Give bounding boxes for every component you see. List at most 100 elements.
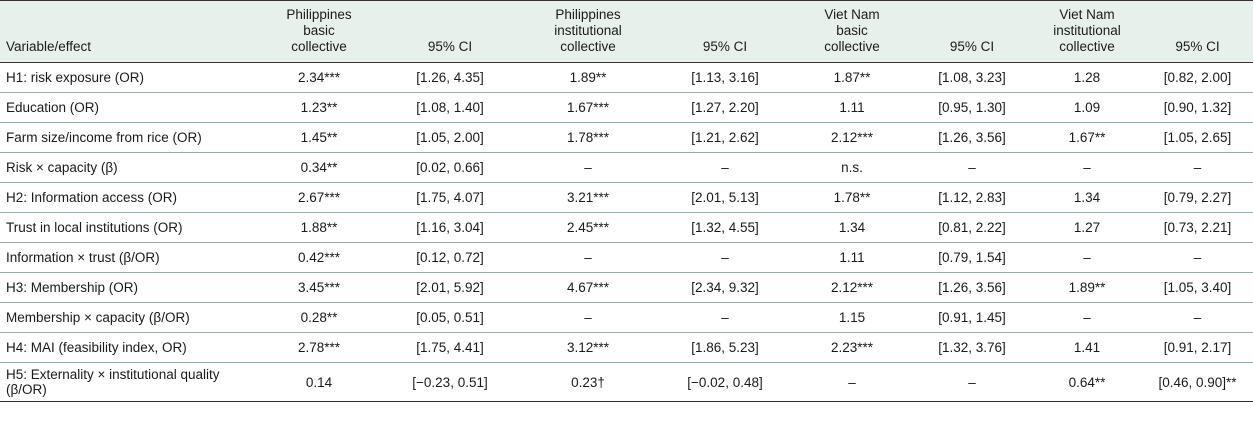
table-cell: 0.14 (256, 362, 382, 402)
table-cell: 1.27 (1032, 212, 1142, 243)
results-table: Variable/effect Philippines basic collectiv… (0, 0, 1253, 402)
row-label: H3: Membership (OR) (0, 272, 256, 303)
header-text: Variable/effect (6, 39, 92, 54)
table-cell: 4.67*** (518, 272, 658, 303)
table-cell: 1.67** (1032, 122, 1142, 153)
table-cell: [−0.23, 0.51] (382, 362, 518, 402)
table-cell: [0.91, 1.45] (912, 302, 1032, 333)
table-cell: [−0.02, 0.48] (658, 362, 792, 402)
header-text: basic (303, 23, 335, 38)
table-cell: – (912, 152, 1032, 183)
column-header-2: 95% CI (382, 0, 518, 63)
header-text: 95% CI (1175, 39, 1220, 54)
table-cell: [2.01, 5.13] (658, 182, 792, 213)
table-cell: 1.23** (256, 92, 382, 123)
table-row: Farm size/income from rice (OR) 1.45** [1.… (0, 122, 1253, 153)
table-cell: [0.95, 1.30] (912, 92, 1032, 123)
column-header-6: 95% CI (912, 0, 1032, 63)
header-text: collective (291, 39, 347, 54)
table-cell: [0.82, 2.00] (1142, 62, 1253, 93)
table-cell: – (1032, 302, 1142, 333)
table-cell: [1.05, 2.65] (1142, 122, 1253, 153)
table-cell: [1.21, 2.62] (658, 122, 792, 153)
row-label: H4: MAI (feasibility index, OR) (0, 332, 256, 363)
table-cell: 0.64** (1032, 362, 1142, 402)
column-header-1: Philippines basic collective (256, 0, 382, 63)
table-cell: [2.34, 9.32] (658, 272, 792, 303)
table-cell: 0.23† (518, 362, 658, 402)
table-row: H5: Externality × institutional quality … (0, 362, 1253, 402)
row-label: Information × trust (β/OR) (0, 242, 256, 273)
table-cell: – (658, 302, 792, 333)
table-row: H2: Information access (OR) 2.67*** [1.75,… (0, 182, 1253, 213)
table-cell: [1.75, 4.07] (382, 182, 518, 213)
header-text: institutional (1053, 23, 1121, 38)
table-cell: – (658, 152, 792, 183)
table-cell: [1.32, 4.55] (658, 212, 792, 243)
table-cell: – (792, 362, 912, 402)
table-cell: 1.78** (792, 182, 912, 213)
table-cell: – (518, 152, 658, 183)
row-label: H5: Externality × institutional quality … (0, 362, 256, 402)
table-cell: [1.12, 2.83] (912, 182, 1032, 213)
header-text: 95% CI (702, 39, 748, 54)
table-cell: – (518, 302, 658, 333)
table-cell: [1.05, 3.40] (1142, 272, 1253, 303)
table-cell: [0.79, 1.54] (912, 242, 1032, 273)
table-cell: [1.86, 5.23] (658, 332, 792, 363)
row-label: H1: risk exposure (OR) (0, 62, 256, 93)
table-cell: [1.08, 1.40] (382, 92, 518, 123)
table-row: Membership × capacity (β/OR) 0.28** [0.05,… (0, 302, 1253, 333)
table-cell: 0.34** (256, 152, 382, 183)
table-row: Trust in local institutions (OR) 1.88** [1… (0, 212, 1253, 243)
table-cell: – (1142, 152, 1253, 183)
table-cell: – (912, 362, 1032, 402)
table-cell: [0.12, 0.72] (382, 242, 518, 273)
column-header-3: Philippines institutional collective (518, 0, 658, 63)
header-text: 95% CI (949, 39, 995, 54)
table-cell: 2.23*** (792, 332, 912, 363)
table-cell: [0.02, 0.66] (382, 152, 518, 183)
table-cell: 1.78*** (518, 122, 658, 153)
table-cell: – (658, 242, 792, 273)
table-row: Information × trust (β/OR) 0.42*** [0.12, … (0, 242, 1253, 273)
header-text: Philippines (555, 7, 621, 22)
table-cell: – (1032, 152, 1142, 183)
table-row: H4: MAI (feasibility index, OR) 2.78*** [1… (0, 332, 1253, 363)
column-header-8: 95% CI (1142, 0, 1253, 63)
table-cell: [1.32, 3.76] (912, 332, 1032, 363)
table-cell: [1.27, 2.20] (658, 92, 792, 123)
header-text: collective (824, 39, 880, 54)
table-cell: [1.26, 3.56] (912, 272, 1032, 303)
table-cell: 1.41 (1032, 332, 1142, 363)
table-cell: [1.08, 3.23] (912, 62, 1032, 93)
table-cell: 2.67*** (256, 182, 382, 213)
row-label: Education (OR) (0, 92, 256, 123)
header-text: Viet Nam (1059, 7, 1115, 22)
table-cell: [1.16, 3.04] (382, 212, 518, 243)
table-cell: 3.21*** (518, 182, 658, 213)
table-cell: 2.78*** (256, 332, 382, 363)
table-cell: [1.26, 4.35] (382, 62, 518, 93)
column-header-variable: Variable/effect (0, 0, 256, 63)
header-text: basic (836, 23, 868, 38)
table-cell: [0.90, 1.32] (1142, 92, 1253, 123)
table-cell: 0.28** (256, 302, 382, 333)
table-cell: 1.89** (518, 62, 658, 93)
table-row: Risk × capacity (β) 0.34** [0.02, 0.66] – – n… (0, 152, 1253, 183)
table-cell: 1.87** (792, 62, 912, 93)
table-cell: 0.42*** (256, 242, 382, 273)
table-cell: [0.91, 2.17] (1142, 332, 1253, 363)
table-cell: [0.79, 2.27] (1142, 182, 1253, 213)
header-text: institutional (554, 23, 622, 38)
table-cell: 3.12*** (518, 332, 658, 363)
table-cell: [2.01, 5.92] (382, 272, 518, 303)
column-header-5: Viet Nam basic collective (792, 0, 912, 63)
table-cell: 1.89** (1032, 272, 1142, 303)
table-cell: 1.34 (1032, 182, 1142, 213)
table-cell: 1.34 (792, 212, 912, 243)
column-header-4: 95% CI (658, 0, 792, 63)
table-cell: 1.09 (1032, 92, 1142, 123)
row-label: Membership × capacity (β/OR) (0, 302, 256, 333)
table-cell: – (1142, 302, 1253, 333)
